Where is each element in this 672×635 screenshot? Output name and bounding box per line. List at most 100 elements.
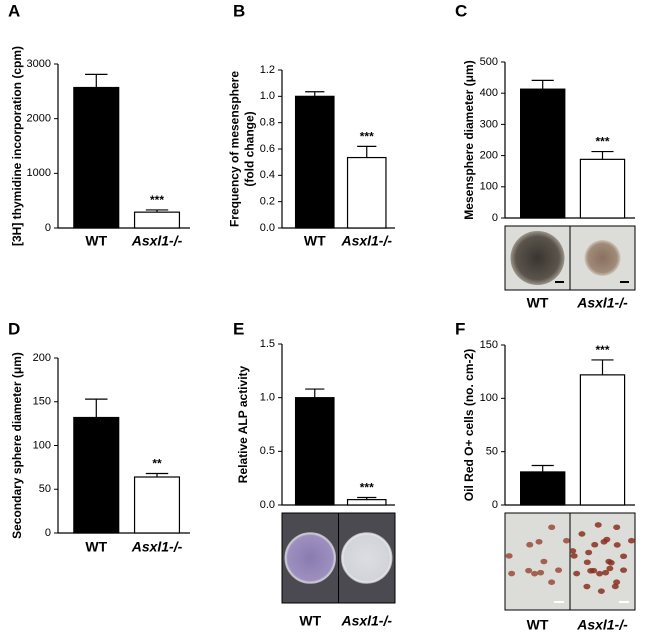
stained-cell	[540, 558, 548, 565]
stained-cell	[570, 553, 578, 559]
error-bar	[305, 388, 325, 398]
stained-cell	[531, 570, 539, 577]
stained-cell	[508, 570, 516, 577]
stained-cell	[628, 537, 636, 544]
stained-cell	[583, 583, 591, 590]
panel-letter: F	[455, 319, 465, 338]
y-tick-label: 0.0	[260, 499, 275, 511]
y-tick-label: 2000	[27, 113, 51, 125]
bar	[579, 158, 626, 219]
spheroid	[584, 240, 621, 276]
y-tick-label: 1.5	[260, 338, 275, 350]
stained-cell	[607, 559, 615, 566]
stained-cell	[613, 524, 621, 531]
stained-cell	[555, 567, 563, 573]
bar	[346, 156, 387, 229]
panel-letter: C	[455, 1, 467, 20]
y-tick-label: 1.0	[260, 90, 275, 102]
panel-letter: E	[233, 319, 244, 338]
bar	[73, 416, 120, 534]
stained-cell	[603, 536, 611, 543]
x-tick-label: Asxl1-/-	[576, 617, 628, 633]
y-tick-label: 0.6	[260, 143, 275, 155]
dish	[284, 532, 336, 584]
stained-cell	[526, 541, 534, 548]
y-tick-label: 0	[492, 499, 498, 511]
x-tick-label: Asxl1-/-	[340, 613, 392, 629]
x-tick-label: WT	[527, 617, 549, 633]
error-bar	[85, 73, 108, 88]
significance: ***	[595, 135, 609, 149]
error-bar	[145, 472, 169, 477]
y-tick-label: 400	[480, 87, 498, 99]
y-tick-label: 50	[486, 446, 498, 458]
photo	[504, 512, 571, 611]
stained-cell	[537, 569, 545, 576]
bar	[294, 95, 335, 229]
stained-cell	[611, 583, 619, 590]
y-axis-label: Secondary sphere diameter (μm)	[10, 352, 24, 539]
stained-cell	[613, 542, 621, 548]
stained-cell	[606, 565, 614, 572]
y-tick-label: 3000	[27, 58, 51, 70]
error-bar	[357, 496, 377, 500]
stained-cell	[578, 531, 586, 537]
y-axis-label: Relative ALP activity	[236, 365, 250, 483]
stained-cell	[569, 548, 577, 554]
significance: ***	[360, 481, 374, 495]
y-axis-label: Oil Red O+ cells (no. cm-2)	[462, 349, 476, 501]
stained-cell	[525, 567, 533, 574]
stained-cell	[573, 570, 581, 577]
panel-letter: B	[233, 1, 245, 20]
y-tick-label: 150	[480, 339, 498, 351]
stained-cell	[535, 538, 543, 545]
x-tick-label: Asxl1-/-	[131, 233, 183, 249]
y-tick-label: 0.2	[260, 196, 275, 208]
bar	[519, 88, 566, 219]
significance: ***	[595, 343, 609, 357]
spheroid	[510, 231, 565, 285]
y-tick-label: 0	[492, 212, 498, 224]
y-tick-label: 0	[45, 527, 51, 539]
stained-cell	[594, 522, 602, 528]
significance: ***	[360, 130, 374, 144]
y-tick-label: 0.0	[260, 222, 275, 234]
y-tick-label: 100	[480, 181, 498, 193]
stained-cell	[597, 588, 605, 594]
bar	[133, 211, 181, 229]
stained-cell	[548, 524, 556, 531]
error-bar	[357, 145, 377, 158]
error-bar	[531, 79, 554, 90]
bar	[133, 476, 181, 534]
bar	[346, 499, 387, 506]
y-axis-label: [3H] thymidine incorporation (cpm)	[10, 46, 24, 246]
y-tick-label: 100	[480, 392, 498, 404]
stained-cell	[585, 549, 593, 556]
stained-cell	[613, 579, 621, 586]
bar	[294, 397, 335, 506]
stained-cell	[591, 541, 599, 548]
y-tick-label: 0.4	[260, 169, 275, 181]
y-tick-label: 300	[480, 118, 498, 130]
x-tick-label: WT	[85, 233, 107, 249]
bar	[519, 471, 566, 506]
y-tick-label: 0.8	[260, 117, 275, 129]
dish	[341, 532, 393, 584]
y-tick-label: 0	[45, 222, 51, 234]
stained-cell	[620, 567, 628, 573]
significance: **	[152, 457, 162, 471]
x-tick-label: WT	[85, 539, 107, 555]
panel-letter: D	[8, 319, 20, 338]
x-tick-label: WT	[304, 233, 326, 249]
significance: ***	[150, 193, 164, 207]
stained-cell	[563, 537, 571, 544]
x-tick-label: WT	[527, 295, 549, 311]
bar	[73, 86, 120, 229]
bar	[579, 374, 626, 506]
stained-cell	[548, 579, 556, 586]
error-bar	[531, 464, 554, 472]
y-tick-label: 200	[480, 150, 498, 162]
y-tick-label: 1.2	[260, 64, 275, 76]
x-tick-label: Asxl1-/-	[340, 233, 392, 249]
